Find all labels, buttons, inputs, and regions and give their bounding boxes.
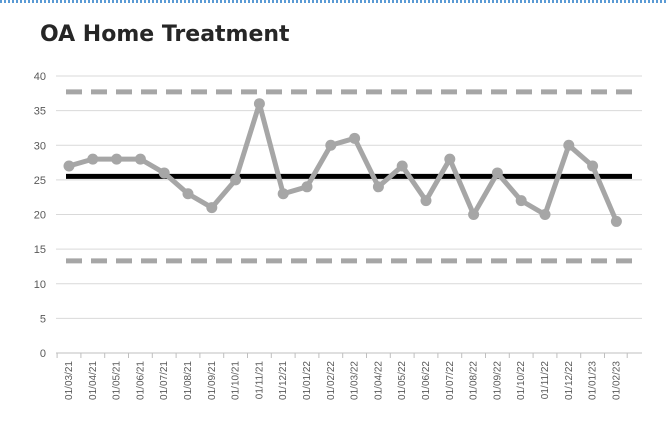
- top-border-rule: [0, 0, 666, 3]
- data-point: [253, 98, 265, 110]
- y-tick-label: 20: [34, 210, 46, 222]
- data-point: [206, 202, 218, 214]
- data-point: [420, 195, 432, 207]
- x-axis: [56, 352, 642, 358]
- x-tick-label: 01/12/22: [564, 361, 575, 400]
- data-point: [563, 139, 575, 151]
- series-line: [66, 101, 619, 224]
- x-axis-ticks: 01/03/21 01/04/21 01/05/21 01/06/21 01/07/21…: [64, 361, 622, 400]
- x-tick-label: 01/10/21: [231, 361, 242, 400]
- data-point: [277, 188, 289, 200]
- data-point: [111, 153, 123, 165]
- x-tick-label: 01/01/22: [302, 361, 313, 400]
- y-tick-label: 35: [34, 106, 46, 118]
- data-point: [539, 209, 551, 220]
- x-tick-label: 01/11/22: [540, 361, 551, 400]
- x-tick-label: 01/03/22: [350, 361, 361, 400]
- data-series: [63, 98, 632, 227]
- x-tick-label: 01/01/23: [588, 361, 599, 400]
- data-point: [396, 160, 408, 172]
- y-tick-label: 5: [40, 313, 46, 325]
- data-point: [515, 195, 527, 207]
- x-tick-label: 01/09/22: [492, 361, 503, 400]
- x-tick-label: 01/05/21: [112, 361, 123, 400]
- data-point: [87, 153, 99, 165]
- y-axis-ticks: 0 5 10 15 20 25 30 35 40: [34, 71, 46, 360]
- data-point: [372, 181, 384, 193]
- x-tick-label: 01/08/22: [469, 361, 480, 400]
- data-point: [158, 167, 170, 179]
- x-tick-label: 01/10/22: [516, 361, 527, 400]
- data-point: [63, 160, 75, 172]
- y-tick-label: 10: [34, 279, 46, 291]
- x-tick-label: 01/06/22: [421, 361, 432, 400]
- x-tick-label: 01/11/21: [254, 361, 265, 400]
- x-tick-label: 01/02/22: [326, 361, 337, 400]
- data-point: [182, 188, 194, 200]
- x-tick-label: 01/08/21: [183, 361, 194, 400]
- data-point: [349, 132, 361, 144]
- data-point: [444, 153, 456, 165]
- data-point: [230, 174, 242, 186]
- data-point: [134, 153, 146, 165]
- x-tick-label: 01/05/22: [397, 361, 408, 400]
- data-point: [301, 181, 313, 193]
- y-tick-label: 25: [34, 175, 46, 187]
- data-point: [325, 139, 337, 151]
- x-tick-label: 01/07/21: [159, 361, 170, 400]
- x-tick-label: 01/04/21: [88, 361, 99, 400]
- data-point: [468, 209, 480, 220]
- x-tick-label: 01/12/21: [278, 361, 289, 400]
- chart-title: OA Home Treatment: [40, 22, 290, 47]
- x-tick-label: 01/02/23: [611, 361, 622, 400]
- control-limits: [66, 89, 632, 264]
- y-tick-label: 30: [34, 140, 46, 152]
- x-tick-label: 01/07/22: [445, 361, 456, 400]
- gridlines: [56, 75, 642, 319]
- x-tick-label: 01/09/21: [207, 361, 218, 400]
- y-tick-label: 40: [34, 71, 46, 83]
- x-tick-label: 01/03/21: [64, 361, 75, 400]
- x-tick-label: 01/06/21: [135, 361, 146, 400]
- x-tick-label: 01/04/22: [373, 361, 384, 400]
- y-tick-label: 15: [34, 244, 46, 256]
- y-tick-label: 0: [40, 348, 46, 360]
- data-point: [587, 160, 599, 172]
- data-point: [610, 215, 622, 227]
- data-point: [491, 167, 503, 179]
